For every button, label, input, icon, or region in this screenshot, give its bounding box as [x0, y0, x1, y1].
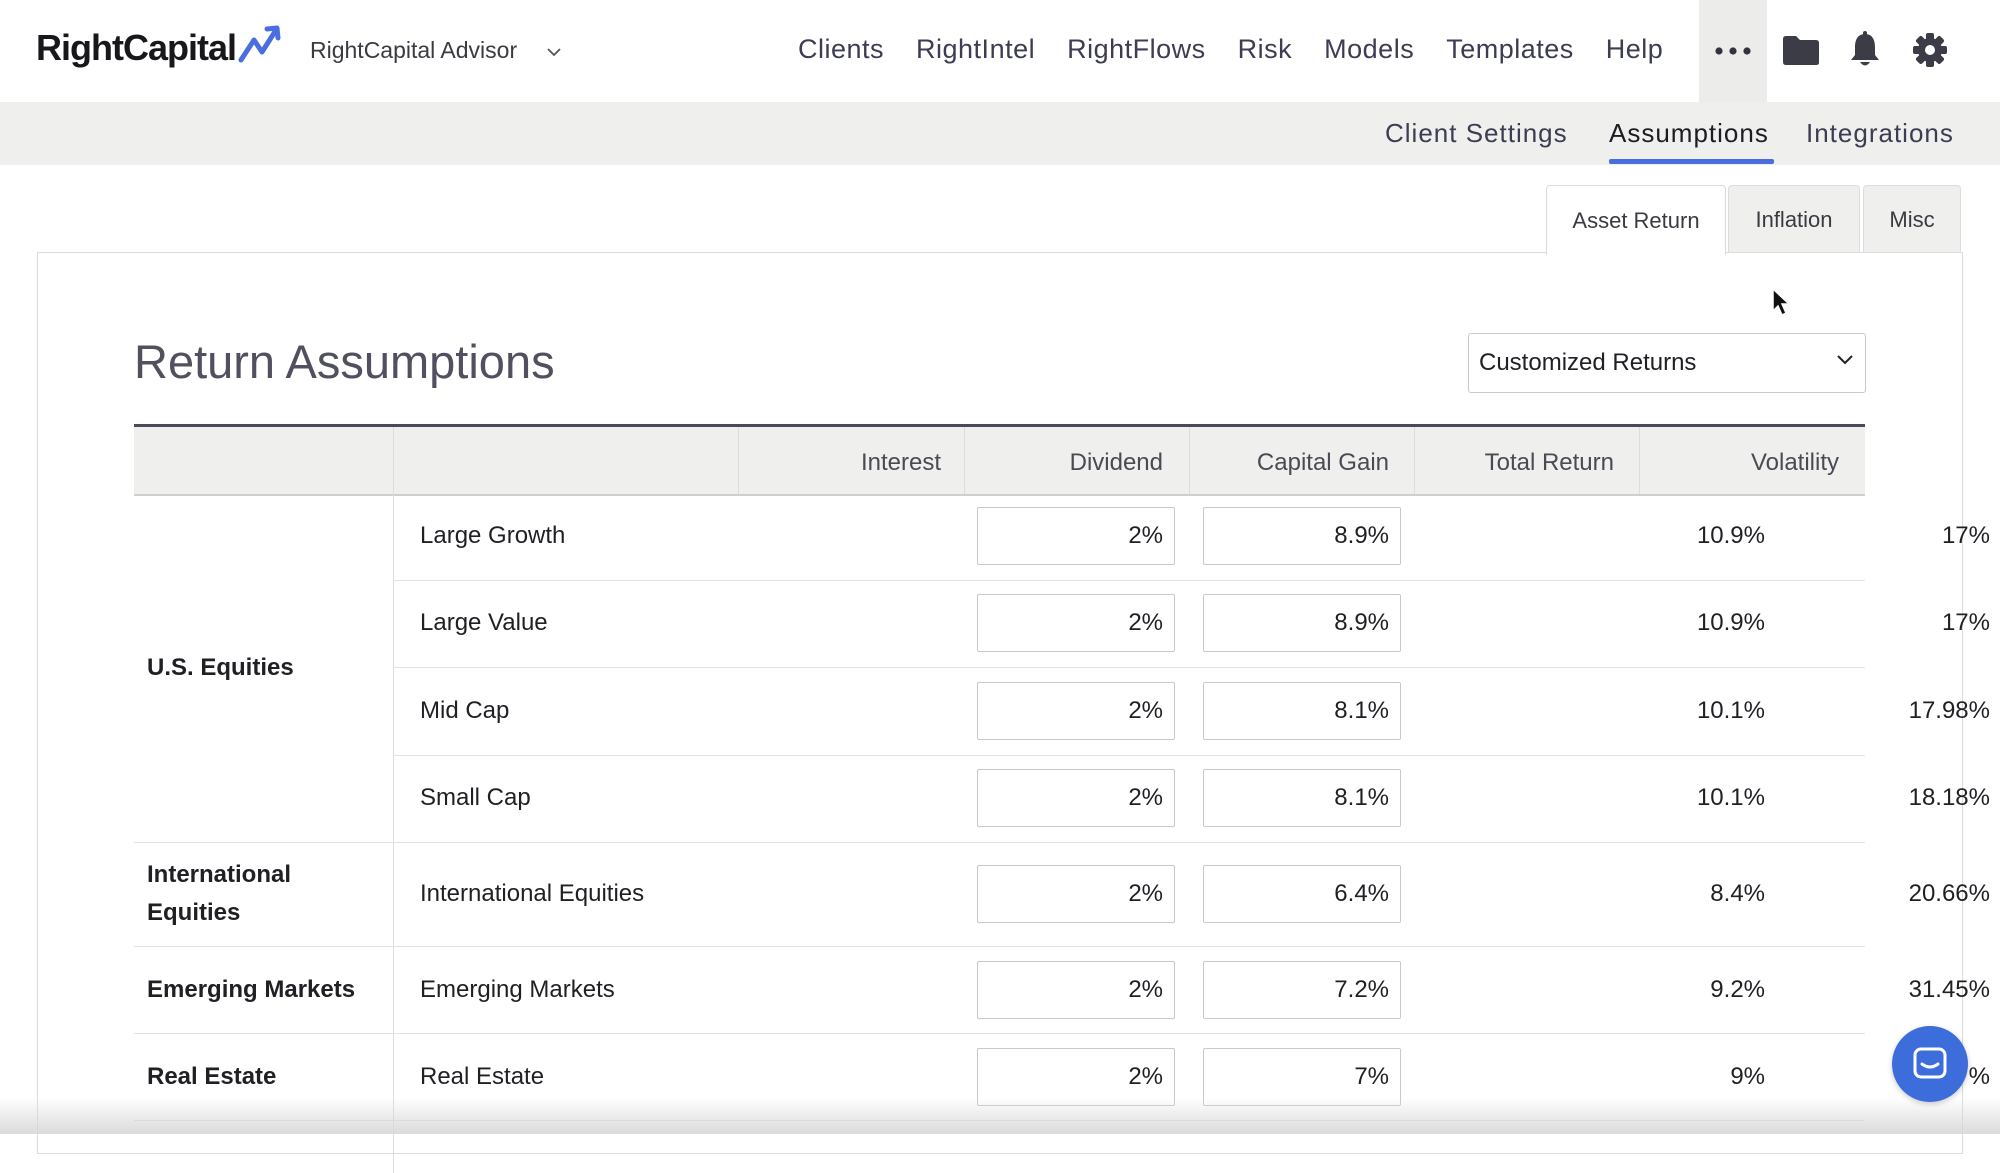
row-divider	[393, 755, 1865, 756]
asset-name: Large Growth	[420, 522, 566, 549]
advisor-label: RightCapital Advisor	[310, 37, 518, 63]
nav-rightflows[interactable]: RightFlows	[1067, 34, 1206, 64]
asset-name: International Equities	[420, 880, 645, 907]
subnav-assumptions[interactable]: Assumptions	[1609, 118, 1769, 148]
column-divider	[1639, 427, 1640, 494]
advisor-dropdown[interactable]: RightCapital Advisor	[310, 37, 561, 64]
top-nav: Clients RightIntel RightFlows Risk Model…	[798, 34, 1695, 65]
header-dividend: Dividend	[1069, 449, 1163, 476]
capital-gain-input[interactable]: 7.2%	[1203, 961, 1401, 1019]
logo-text: RightCapital	[36, 27, 237, 68]
dividend-input[interactable]: 2%	[977, 865, 1175, 923]
bottom-fade	[0, 1098, 2000, 1134]
volatility-value: 17.98%	[1908, 697, 1990, 724]
subnav-client-settings[interactable]: Client Settings	[1385, 118, 1568, 148]
chevron-down-icon	[1837, 355, 1853, 365]
capital-gain-input[interactable]: 8.9%	[1203, 507, 1401, 565]
folder-button[interactable]	[1781, 30, 1821, 70]
total-return-value: 8.4%	[1710, 880, 1765, 907]
volatility-value: 20.66%	[1908, 880, 1990, 907]
dividend-input[interactable]: 2%	[977, 682, 1175, 740]
folder-icon	[1783, 36, 1819, 65]
asset-name: Small Cap	[420, 784, 531, 811]
group-us-equities: U.S. Equities	[147, 654, 294, 681]
dividend-input[interactable]: 2%	[977, 1048, 1175, 1106]
group-real-estate: Real Estate	[147, 1063, 277, 1090]
active-tab-underline	[1609, 159, 1774, 164]
header-total-return: Total Return	[1484, 449, 1614, 476]
tab-inflation-label: Inflation	[1755, 207, 1833, 232]
chevron-down-icon	[547, 48, 561, 57]
column-divider	[964, 427, 965, 494]
total-return-value: 10.1%	[1696, 784, 1765, 811]
mouse-cursor-icon	[1772, 287, 1791, 317]
asset-name: Mid Cap	[420, 697, 510, 724]
group-divider-line	[134, 946, 1865, 947]
tab-inflation[interactable]: Inflation	[1728, 185, 1860, 254]
returns-select-value: Customized Returns	[1479, 349, 1697, 376]
chat-icon	[1913, 1047, 1947, 1079]
group-divider	[393, 493, 394, 1173]
total-return-value: 10.9%	[1696, 522, 1765, 549]
capital-gain-input[interactable]: 8.1%	[1203, 769, 1401, 827]
total-return-value: 10.9%	[1696, 609, 1765, 636]
returns-select[interactable]: Customized Returns	[1468, 333, 1866, 393]
header-interest: Interest	[860, 449, 941, 476]
column-divider	[393, 427, 394, 494]
gear-icon	[1913, 33, 1947, 67]
subnav-integrations[interactable]: Integrations	[1806, 118, 1954, 148]
capital-gain-input[interactable]: 6.4%	[1203, 865, 1401, 923]
sub-nav: Client Settings Assumptions Integrations	[0, 102, 2000, 165]
chat-launcher-button[interactable]	[1892, 1026, 1968, 1102]
tab-misc-label: Misc	[1889, 207, 1935, 232]
tab-asset-return-label: Asset Return	[1572, 207, 1700, 233]
top-bar: RightCapital RightCapital Advisor Client…	[0, 0, 2000, 102]
tab-misc[interactable]: Misc	[1863, 185, 1961, 254]
volatility-value: 17%	[1941, 609, 1990, 636]
nav-risk[interactable]: Risk	[1237, 34, 1293, 64]
more-button[interactable]	[1699, 0, 1767, 102]
dividend-input[interactable]: 2%	[977, 507, 1175, 565]
page-title: Return Assumptions	[134, 335, 555, 388]
asset-name: Emerging Markets	[420, 976, 615, 1003]
capital-gain-input[interactable]: 8.1%	[1203, 682, 1401, 740]
logo[interactable]: RightCapital	[36, 22, 282, 74]
nav-models[interactable]: Models	[1324, 34, 1415, 64]
settings-button[interactable]	[1910, 30, 1950, 70]
volatility-value: 17%	[1941, 522, 1990, 549]
asset-name: Real Estate	[420, 1063, 545, 1090]
table-header: Interest Dividend Capital Gain Total Ret…	[134, 424, 1865, 496]
dividend-input[interactable]: 2%	[977, 769, 1175, 827]
more-icon	[1715, 47, 1751, 55]
volatility-value: 18.18%	[1908, 784, 1990, 811]
logo-arrow-icon	[238, 25, 281, 63]
group-divider-line	[134, 842, 1865, 843]
nav-help[interactable]: Help	[1605, 34, 1664, 64]
group-divider-line	[134, 1033, 1865, 1034]
notifications-button[interactable]	[1845, 30, 1885, 70]
bell-icon	[1851, 31, 1879, 66]
nav-templates[interactable]: Templates	[1446, 34, 1574, 64]
volatility-value: 31.45%	[1908, 976, 1990, 1003]
capital-gain-input[interactable]: 8.9%	[1203, 594, 1401, 652]
row-divider	[393, 667, 1865, 668]
header-volatility: Volatility	[1750, 449, 1839, 476]
total-return-value: 10.1%	[1696, 697, 1765, 724]
tab-asset-return[interactable]: Asset Return	[1546, 185, 1726, 255]
asset-name: Large Value	[420, 609, 548, 636]
column-divider	[1189, 427, 1190, 494]
group-international-equities: International Equities	[147, 861, 292, 926]
header-capital-gain: Capital Gain	[1256, 449, 1389, 476]
nav-rightintel[interactable]: RightIntel	[916, 34, 1036, 64]
column-divider	[738, 427, 739, 494]
group-emerging-markets: Emerging Markets	[147, 976, 356, 1003]
dividend-input[interactable]: 2%	[977, 594, 1175, 652]
dividend-input[interactable]: 2%	[977, 961, 1175, 1019]
nav-clients[interactable]: Clients	[798, 34, 885, 64]
row-divider	[393, 580, 1865, 581]
total-return-value: 9.2%	[1710, 976, 1765, 1003]
total-return-value: 9%	[1730, 1063, 1765, 1090]
column-divider	[1414, 427, 1415, 494]
